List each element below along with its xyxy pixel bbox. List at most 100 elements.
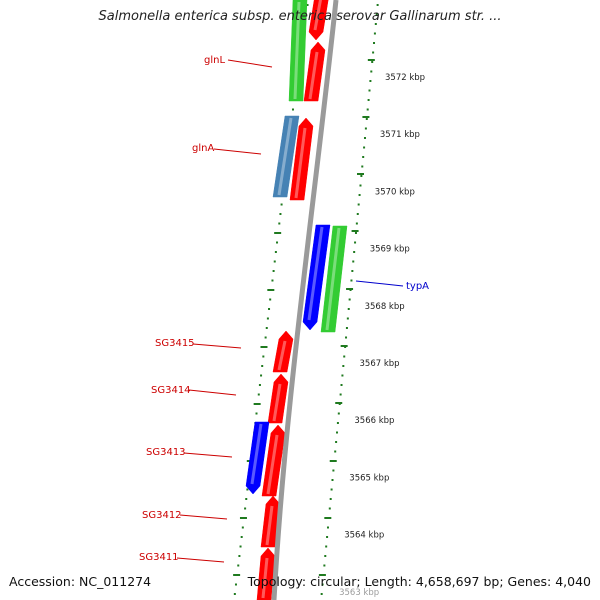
- tick-mark: [373, 42, 376, 44]
- gene-feature-arrow: [267, 373, 289, 424]
- tick-mark: [262, 355, 265, 358]
- tick-mark: [267, 289, 275, 291]
- gene-highlight: [265, 505, 274, 546]
- gene-highlight: [293, 1, 301, 100]
- major-tick-mark: [324, 517, 332, 519]
- tick-mark: [376, 4, 379, 6]
- scale-label: 3568 kbp: [365, 302, 405, 312]
- kbp-scale: 3572 kbp 3571 kbp 3570 kbp 3569 kbp 3568 kbp…: [339, 73, 425, 598]
- major-tick-mark: [335, 402, 343, 404]
- gene-label: glnA: [192, 143, 214, 154]
- gene-feature-arrow: [272, 330, 294, 373]
- tick-mark: [238, 555, 241, 557]
- scale-label: 3563 kbp: [339, 588, 379, 598]
- gene-feature-arrow: [308, 0, 329, 41]
- tick-mark: [237, 564, 240, 567]
- gene-highlight: [308, 51, 319, 100]
- page-title: Salmonella enterica subsp. enterica sero…: [98, 9, 502, 24]
- gene-label: SG3415: [155, 338, 195, 349]
- tick-mark: [258, 384, 261, 386]
- tick-mark: [362, 156, 365, 158]
- tick-mark: [245, 498, 248, 500]
- tick-mark: [343, 355, 346, 358]
- tick-mark: [280, 203, 283, 206]
- tick-mark: [363, 137, 366, 139]
- label-leader-line: [213, 148, 262, 155]
- scale-label: 3567 kbp: [360, 359, 400, 369]
- tick-mark: [239, 517, 247, 519]
- tick-mark: [336, 422, 339, 424]
- tick-mark: [363, 146, 366, 149]
- gene-feature-arrow: [303, 41, 326, 102]
- tick-mark: [331, 479, 334, 481]
- major-tick-mark: [340, 345, 348, 347]
- tick-mark: [260, 346, 268, 348]
- tick-mark: [328, 507, 331, 510]
- tick-mark: [345, 336, 348, 339]
- tick-mark: [320, 593, 323, 595]
- tick-mark: [325, 545, 328, 548]
- gene-feature-arrow: [320, 225, 348, 333]
- gene-highlight: [307, 226, 324, 321]
- tick-mark: [342, 365, 345, 367]
- tick-mark: [348, 298, 351, 301]
- tick-mark: [324, 555, 327, 557]
- major-tick-mark: [351, 230, 359, 232]
- tick-mark: [354, 241, 357, 244]
- tick-mark: [334, 450, 337, 453]
- gene-feature-arrow: [302, 224, 331, 331]
- gene-label: typA: [406, 281, 429, 292]
- gene-features: [245, 0, 348, 600]
- tick-mark: [364, 127, 367, 130]
- major-tick-mark: [362, 116, 370, 118]
- tick-mark: [352, 260, 355, 263]
- label-leader-line: [176, 557, 225, 563]
- tick-mark: [330, 488, 333, 491]
- tick-mark: [368, 89, 371, 92]
- tick-mark: [279, 213, 282, 215]
- scale-label: 3569 kbp: [370, 245, 410, 255]
- major-tick-mark: [367, 59, 375, 61]
- tick-mark: [371, 61, 374, 63]
- tick-mark: [355, 222, 358, 225]
- gene-highlight: [250, 423, 263, 485]
- tick-mark: [323, 564, 326, 567]
- gene-feature-arrow: [289, 117, 314, 201]
- tick-mark: [361, 165, 364, 168]
- tick-mark: [274, 251, 277, 253]
- tick-mark: [354, 232, 357, 234]
- gene-label: SG3414: [151, 385, 191, 396]
- tick-mark: [339, 393, 342, 396]
- tick-mark: [347, 308, 350, 310]
- gene-highlight: [294, 127, 307, 199]
- tick-mark: [260, 374, 263, 377]
- tick-mark: [273, 260, 276, 263]
- label-leader-line: [227, 59, 273, 68]
- scale-label: 3570 kbp: [375, 187, 415, 197]
- tick-mark: [350, 279, 353, 282]
- tick-mark: [360, 175, 363, 177]
- tick-mark: [359, 184, 362, 187]
- tick-mark: [337, 412, 340, 415]
- gene-highlight: [277, 340, 287, 371]
- gene-highlight: [261, 557, 269, 599]
- scale-label: 3572 kbp: [385, 73, 425, 83]
- tick-mark: [241, 526, 244, 529]
- tick-mark: [234, 583, 237, 586]
- tick-mark: [253, 403, 261, 405]
- tick-mark: [272, 270, 275, 272]
- tick-mark: [370, 70, 373, 73]
- tick-mark: [240, 536, 243, 538]
- tick-mark: [246, 488, 249, 491]
- label-leader-line: [179, 514, 228, 520]
- tick-mark: [374, 23, 377, 25]
- tick-mark: [255, 412, 258, 415]
- gene-feature-arrow: [261, 424, 286, 497]
- accession-text: Accession: NC_011274: [9, 574, 152, 589]
- label-leader-line: [355, 280, 404, 287]
- genome-backbone: [271, 0, 339, 600]
- scale-label: 3571 kbp: [380, 130, 420, 140]
- right-tick-ring: [318, 4, 379, 595]
- tick-mark: [353, 251, 356, 253]
